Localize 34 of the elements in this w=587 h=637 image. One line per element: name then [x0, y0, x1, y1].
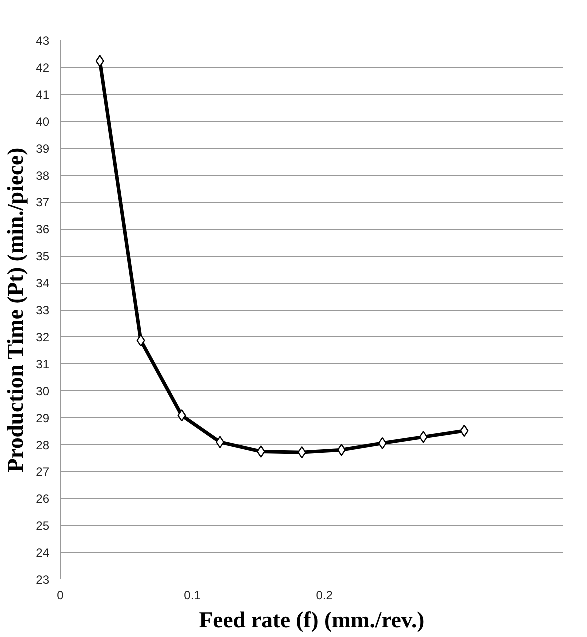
y-tick-label: 26 [36, 492, 50, 506]
y-tick-label: 43 [36, 34, 50, 48]
y-tick-label: 28 [36, 438, 50, 452]
y-tick-label: 25 [36, 519, 50, 534]
y-tick-label: 23 [36, 573, 50, 587]
x-tick-label: 0.2 [316, 588, 334, 602]
y-tick-label: 42 [36, 60, 50, 75]
y-tick-label: 39 [36, 142, 50, 156]
point [178, 410, 186, 422]
y-tick-label: 27 [36, 465, 50, 480]
point [136, 334, 146, 347]
y-tick-label: 34 [36, 276, 50, 291]
point [256, 446, 266, 458]
x-axis-title: Feed rate (f) (mm./rev.) [199, 608, 425, 632]
y-tick-label: 32 [36, 330, 50, 344]
y-tick-label: 31 [36, 357, 50, 372]
y-tick-label: 33 [36, 304, 50, 318]
point [96, 55, 104, 68]
y-tick-label: 40 [36, 114, 50, 129]
y-tick-label: 37 [36, 196, 50, 210]
y-tick-label: 35 [36, 250, 50, 264]
y-tick-label: 24 [36, 546, 50, 560]
point [419, 431, 428, 444]
point [378, 437, 387, 450]
x-tick-label: 0.1 [184, 588, 202, 602]
y-tick-label: 36 [36, 222, 50, 237]
point [216, 436, 225, 448]
y-axis-title: Production Time (Pt) (min./piece) [3, 148, 28, 473]
y-tick-label: 38 [36, 168, 50, 183]
x-tick-label: 0 [57, 588, 64, 602]
y-tick-label: 29 [36, 411, 50, 426]
y-tick-label: 30 [36, 384, 50, 398]
point [337, 444, 346, 456]
y-tick-label: 41 [36, 88, 50, 102]
